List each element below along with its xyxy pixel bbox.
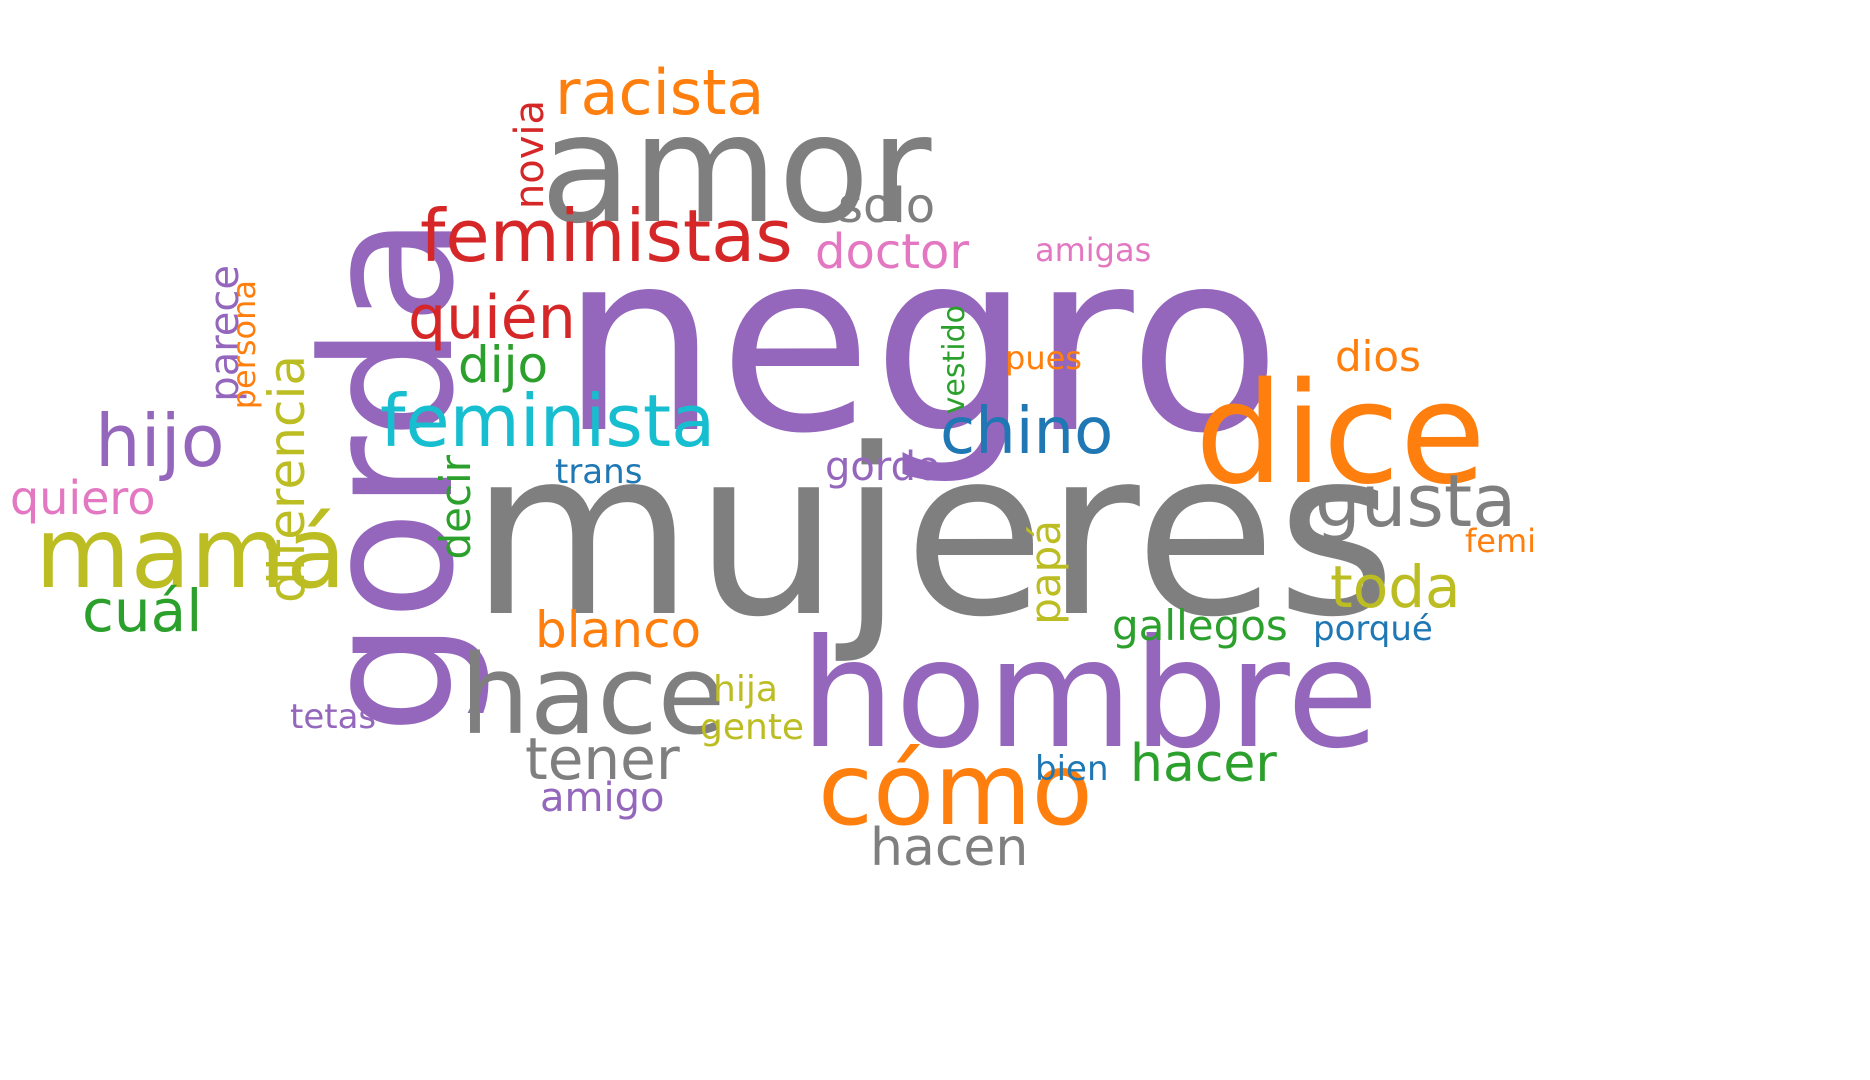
word-hombre: hombre (800, 608, 1379, 782)
word-hace: hace (460, 631, 726, 759)
word-dios: dios (1335, 332, 1421, 381)
word-blanco: blanco (535, 601, 702, 659)
word-quiero: quiero (10, 471, 156, 525)
word-racista: racista (555, 56, 765, 129)
word-papa: papá (1021, 520, 1070, 625)
word-porque: porqué (1313, 609, 1433, 649)
word-feminista: feminista (380, 379, 716, 463)
word-hacen: hacen (870, 818, 1029, 878)
word-quien: quién (408, 283, 576, 353)
word-hijo: hijo (95, 399, 225, 483)
word-gallegos: gallegos (1112, 601, 1288, 650)
word-gusta: gusta (1315, 459, 1517, 543)
word-gordo: gordo (825, 444, 941, 490)
word-dijo: dijo (458, 336, 549, 394)
word-vestido: vestido (937, 305, 972, 415)
word-mujeres: mujeres (470, 401, 1397, 668)
word-cual: cuál (82, 577, 203, 645)
word-pues: pues (1005, 339, 1082, 377)
word-toda: toda (1330, 553, 1461, 621)
word-amigas: amigas (1035, 231, 1152, 269)
word-decir: decir (431, 455, 480, 560)
word-feministas: feministas (420, 194, 793, 278)
word-como: cómo (818, 731, 1093, 848)
word-tetas: tetas (290, 697, 377, 737)
word-chino: chino (940, 395, 1114, 469)
word-amor: amor (540, 83, 932, 257)
word-hacer: hacer (1130, 734, 1277, 794)
word-doctor: doctor (815, 224, 970, 280)
word-amigo: amigo (540, 775, 665, 821)
word-novia: novia (507, 100, 553, 210)
word-trans: trans (555, 452, 643, 492)
word-diferencia: diferencia (258, 355, 316, 603)
word-bien: bien (1035, 749, 1109, 789)
word-solo: solo (838, 178, 936, 234)
word-femi: femi (1465, 522, 1537, 560)
word-gente: gente (700, 707, 805, 748)
word-persona: persona (225, 280, 263, 410)
word-dice: dice (1195, 353, 1486, 516)
word-hija: hija (713, 669, 778, 710)
word-mama: mamá (35, 497, 347, 611)
word-negro: negro (560, 197, 1282, 488)
word-tener: tener (525, 725, 680, 793)
